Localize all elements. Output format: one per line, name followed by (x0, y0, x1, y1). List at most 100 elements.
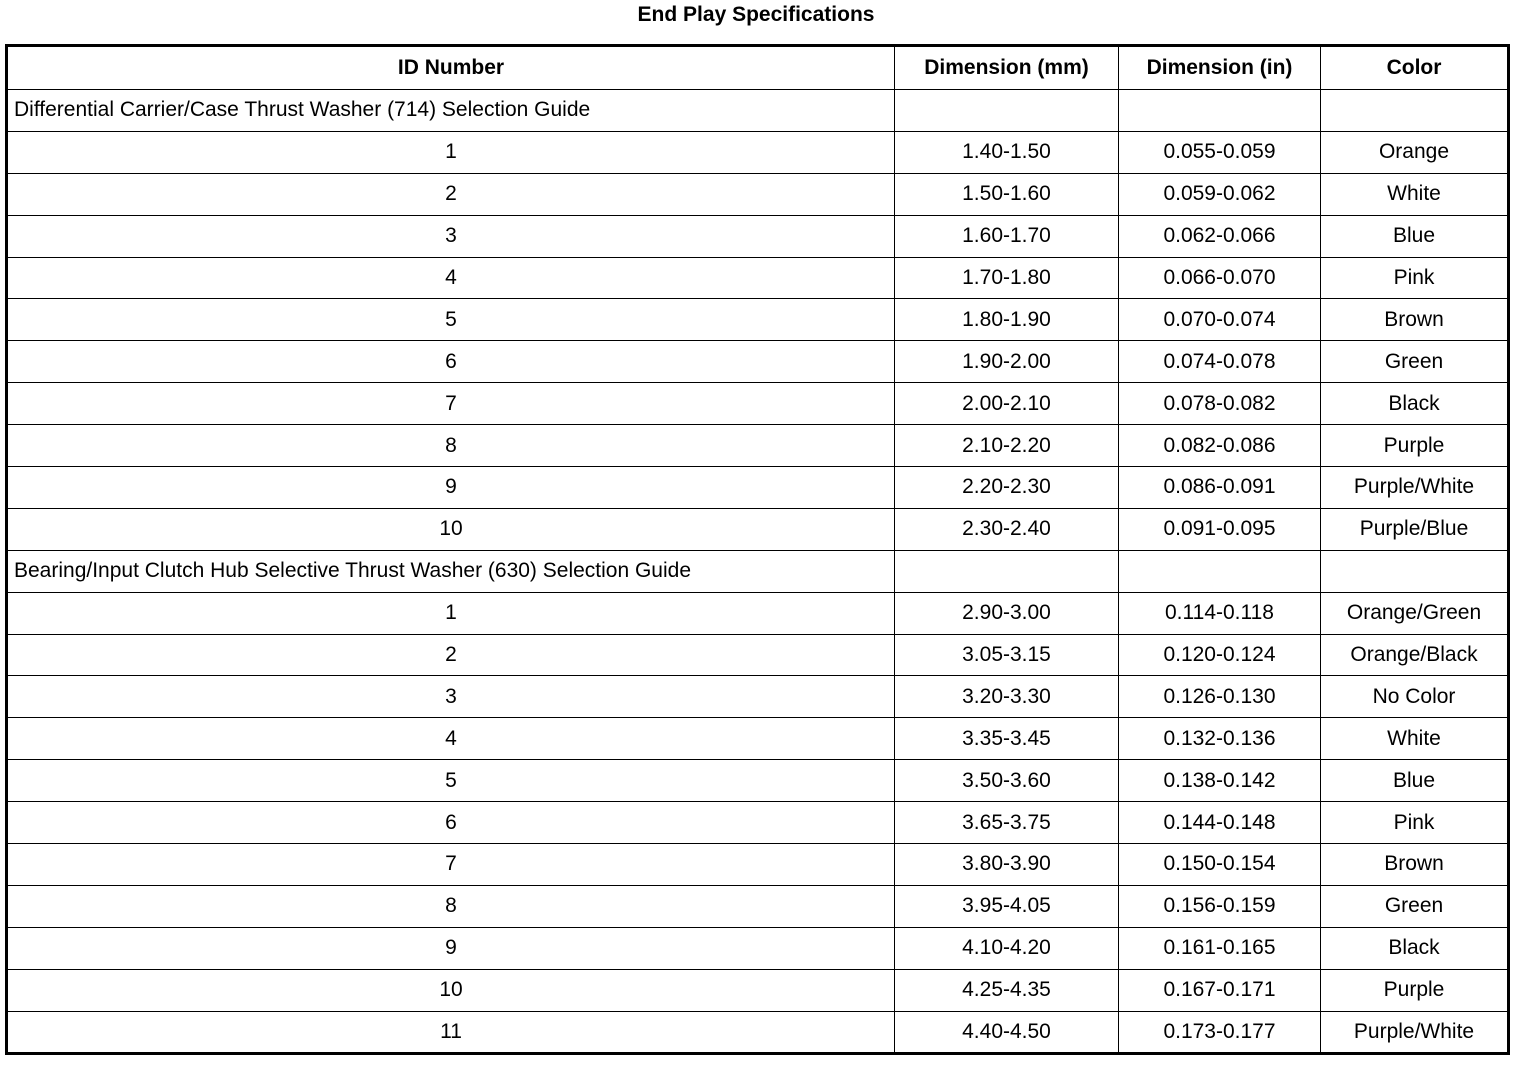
color-cell: Orange (1320, 130, 1509, 174)
dimension-mm-cell: 1.70-1.80 (894, 256, 1119, 300)
empty-cell (1118, 549, 1321, 593)
dimension-in-cell: 0.078-0.082 (1118, 382, 1321, 426)
section-heading: Bearing/Input Clutch Hub Selective Thrus… (6, 549, 895, 593)
dimension-mm-cell: 1.90-2.00 (894, 340, 1119, 384)
table-row: 6 3.65-3.75 0.144-0.148 Pink (6, 801, 1509, 845)
id-number-cell: 9 (6, 466, 895, 509)
id-number-cell: 8 (6, 424, 895, 468)
id-number-cell: 8 (6, 884, 895, 928)
empty-cell (894, 549, 1119, 593)
table-row: 9 4.10-4.20 0.161-0.165 Black (6, 926, 1509, 970)
dimension-mm-cell: 2.90-3.00 (894, 591, 1119, 635)
column-header-color: Color (1320, 45, 1509, 90)
dimension-mm-cell: 1.60-1.70 (894, 214, 1119, 258)
table-row: 1 2.90-3.00 0.114-0.118 Orange/Green (6, 591, 1509, 635)
dimension-mm-cell: 3.80-3.90 (894, 843, 1119, 886)
dimension-in-cell: 0.144-0.148 (1118, 801, 1321, 845)
id-number-cell: 6 (6, 801, 895, 845)
color-cell: Orange/Green (1320, 591, 1509, 635)
dimension-in-cell: 0.173-0.177 (1118, 1010, 1321, 1055)
color-cell: Purple/White (1320, 1010, 1509, 1055)
dimension-in-cell: 0.070-0.074 (1118, 298, 1321, 342)
id-number-cell: 9 (6, 926, 895, 970)
color-cell: Green (1320, 884, 1509, 928)
table-row: 8 2.10-2.20 0.082-0.086 Purple (6, 424, 1509, 468)
color-cell: Brown (1320, 298, 1509, 342)
id-number-cell: 3 (6, 675, 895, 719)
color-cell: Pink (1320, 801, 1509, 845)
dimension-mm-cell: 4.25-4.35 (894, 968, 1119, 1012)
id-number-cell: 2 (6, 633, 895, 677)
dimension-mm-cell: 3.20-3.30 (894, 675, 1119, 719)
dimension-in-cell: 0.062-0.066 (1118, 214, 1321, 258)
dimension-mm-cell: 2.00-2.10 (894, 382, 1119, 426)
table-row: 7 2.00-2.10 0.078-0.082 Black (6, 382, 1509, 426)
column-header-dimension-mm: Dimension (mm) (894, 45, 1119, 90)
color-cell: No Color (1320, 675, 1509, 719)
dimension-mm-cell: 2.10-2.20 (894, 424, 1119, 468)
table-row: 10 2.30-2.40 0.091-0.095 Purple/Blue (6, 507, 1509, 551)
id-number-cell: 7 (6, 843, 895, 886)
dimension-in-cell: 0.059-0.062 (1118, 172, 1321, 216)
table-row: 2 1.50-1.60 0.059-0.062 White (6, 172, 1509, 216)
dimension-in-cell: 0.126-0.130 (1118, 675, 1321, 719)
table-row: 9 2.20-2.30 0.086-0.091 Purple/White (6, 466, 1509, 509)
color-cell: Purple (1320, 968, 1509, 1012)
dimension-mm-cell: 1.50-1.60 (894, 172, 1119, 216)
id-number-cell: 5 (6, 759, 895, 803)
dimension-in-cell: 0.114-0.118 (1118, 591, 1321, 635)
dimension-mm-cell: 3.65-3.75 (894, 801, 1119, 845)
dimension-mm-cell: 4.10-4.20 (894, 926, 1119, 970)
dimension-mm-cell: 1.80-1.90 (894, 298, 1119, 342)
id-number-cell: 6 (6, 340, 895, 384)
color-cell: White (1320, 172, 1509, 216)
section-heading-row: Differential Carrier/Case Thrust Washer … (6, 89, 1509, 132)
id-number-cell: 2 (6, 172, 895, 216)
table-row: 4 3.35-3.45 0.132-0.136 White (6, 717, 1509, 761)
color-cell: Purple/Blue (1320, 507, 1509, 551)
color-cell: Pink (1320, 256, 1509, 300)
color-cell: Blue (1320, 214, 1509, 258)
table-row: 7 3.80-3.90 0.150-0.154 Brown (6, 843, 1509, 886)
table-row: 5 3.50-3.60 0.138-0.142 Blue (6, 759, 1509, 803)
dimension-mm-cell: 4.40-4.50 (894, 1010, 1119, 1055)
table-row: 3 1.60-1.70 0.062-0.066 Blue (6, 214, 1509, 258)
dimension-in-cell: 0.156-0.159 (1118, 884, 1321, 928)
color-cell: Blue (1320, 759, 1509, 803)
table-row: 5 1.80-1.90 0.070-0.074 Brown (6, 298, 1509, 342)
page-title: End Play Specifications (637, 3, 875, 26)
color-cell: Black (1320, 382, 1509, 426)
column-header-id-number: ID Number (6, 45, 895, 90)
dimension-mm-cell: 3.35-3.45 (894, 717, 1119, 761)
dimension-in-cell: 0.132-0.136 (1118, 717, 1321, 761)
table-row: 6 1.90-2.00 0.074-0.078 Green (6, 340, 1509, 384)
dimension-in-cell: 0.161-0.165 (1118, 926, 1321, 970)
dimension-mm-cell: 1.40-1.50 (894, 130, 1119, 174)
dimension-in-cell: 0.138-0.142 (1118, 759, 1321, 803)
id-number-cell: 4 (6, 256, 895, 300)
dimension-mm-cell: 3.50-3.60 (894, 759, 1119, 803)
color-cell: Purple/White (1320, 466, 1509, 509)
table-row: 8 3.95-4.05 0.156-0.159 Green (6, 884, 1509, 928)
empty-cell (1320, 89, 1509, 132)
table-row: 2 3.05-3.15 0.120-0.124 Orange/Black (6, 633, 1509, 677)
color-cell: Brown (1320, 843, 1509, 886)
id-number-cell: 7 (6, 382, 895, 426)
table-row: 10 4.25-4.35 0.167-0.171 Purple (6, 968, 1509, 1012)
dimension-mm-cell: 3.05-3.15 (894, 633, 1119, 677)
empty-cell (1118, 89, 1321, 132)
table-row: 1 1.40-1.50 0.055-0.059 Orange (6, 130, 1509, 174)
color-cell: White (1320, 717, 1509, 761)
end-play-specifications-table: ID Number Dimension (mm) Dimension (in) … (5, 44, 1510, 1056)
dimension-in-cell: 0.120-0.124 (1118, 633, 1321, 677)
dimension-mm-cell: 2.30-2.40 (894, 507, 1119, 551)
dimension-in-cell: 0.086-0.091 (1118, 466, 1321, 509)
id-number-cell: 1 (6, 591, 895, 635)
table-row: 4 1.70-1.80 0.066-0.070 Pink (6, 256, 1509, 300)
color-cell: Black (1320, 926, 1509, 970)
id-number-cell: 4 (6, 717, 895, 761)
header-row: ID Number Dimension (mm) Dimension (in) … (6, 45, 1509, 90)
dimension-in-cell: 0.074-0.078 (1118, 340, 1321, 384)
color-cell: Orange/Black (1320, 633, 1509, 677)
id-number-cell: 11 (6, 1010, 895, 1055)
